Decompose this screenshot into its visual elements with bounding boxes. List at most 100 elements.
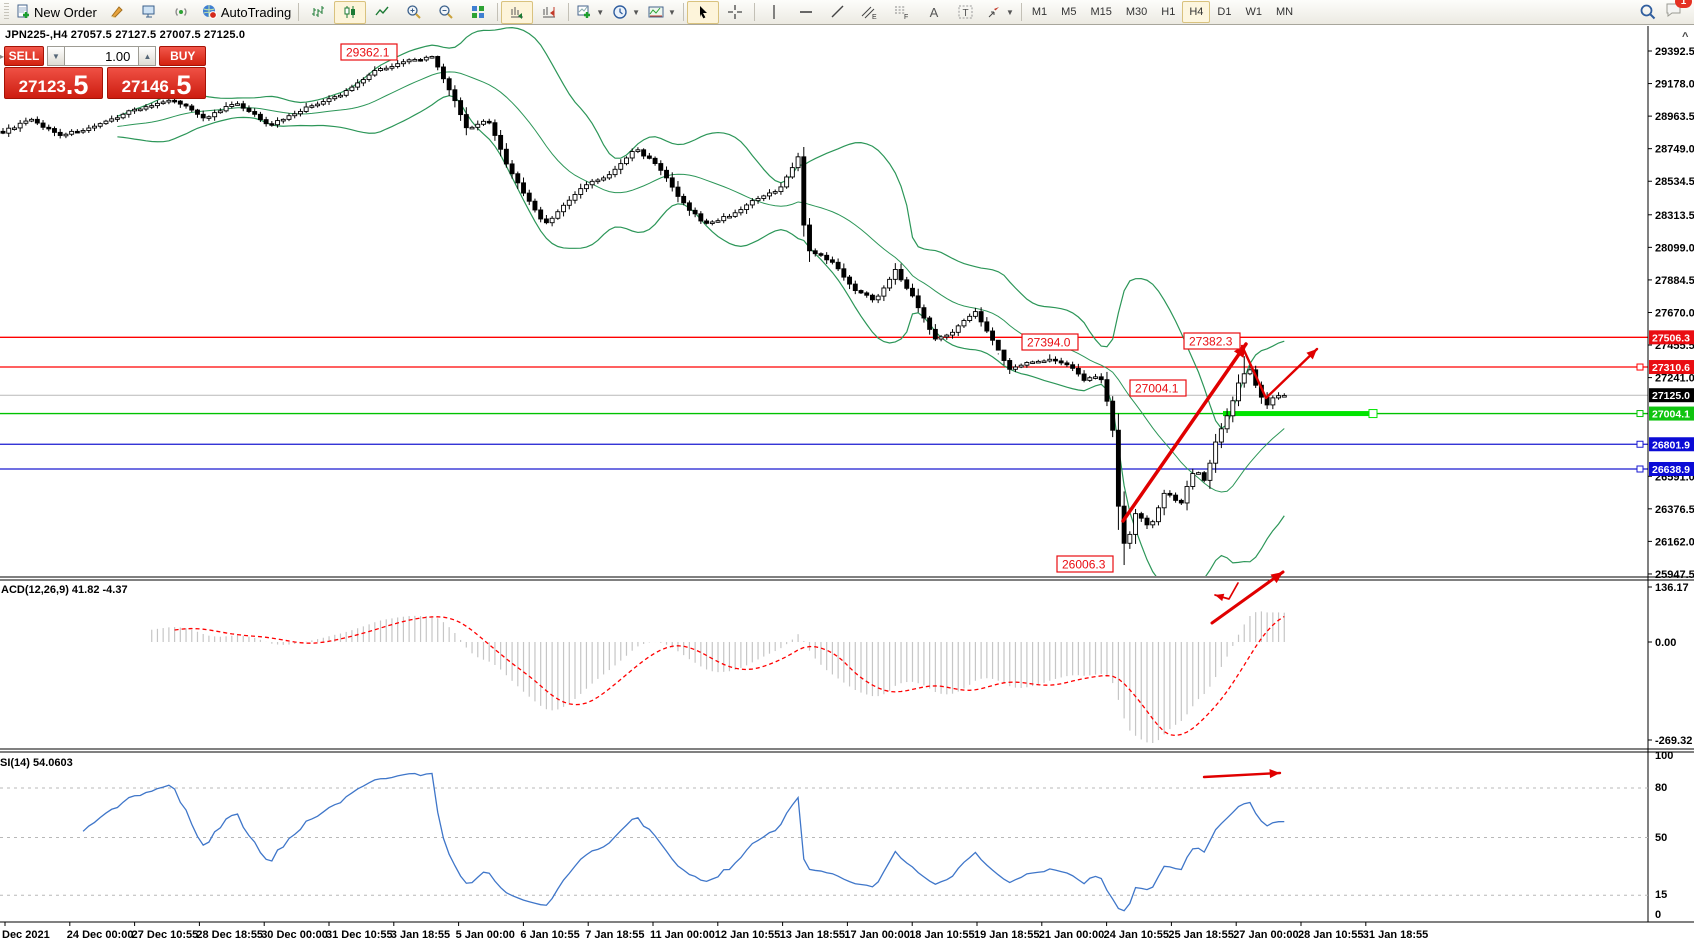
crosshair-icon — [727, 4, 743, 20]
text-label-icon: T — [957, 4, 974, 20]
price-axis[interactable]: 29392.5 29178.0 28963.5 28749.0 28534.5 28313… — [1647, 26, 1694, 922]
buy-price[interactable]: 27146.5 — [107, 67, 206, 99]
price-axis-label: 28963.5 — [1655, 111, 1694, 123]
timeframe-m1[interactable]: M1 — [1031, 6, 1048, 18]
zoom-in-button[interactable] — [398, 1, 430, 24]
auto-scroll-button[interactable] — [501, 0, 534, 24]
rsi-scale-label: 15 — [1655, 889, 1667, 901]
trendline-button[interactable] — [822, 1, 854, 24]
text-button[interactable]: A — [918, 1, 950, 24]
time-axis-label: 12 Jan 10:55 — [715, 929, 780, 941]
price-badge: 27125.0 — [1652, 390, 1690, 402]
price-annotations[interactable]: 29362.1 27394.0 27382.3 27004.1 26006.3 — [340, 43, 1241, 573]
volume-input[interactable]: 1.00 — [65, 46, 139, 66]
toolbar-grip[interactable] — [4, 3, 9, 21]
new-chart-button[interactable]: ▼ — [572, 1, 608, 24]
price-axis-label: 27884.5 — [1655, 275, 1694, 287]
line-chart-button[interactable] — [366, 1, 398, 24]
time-axis-label: 31 Dec 10:55 — [326, 929, 393, 941]
zoom-in-icon — [406, 4, 422, 20]
text-label-button[interactable]: T — [950, 1, 982, 24]
arrows-button[interactable]: ▼ — [982, 1, 1018, 24]
vertical-line-button[interactable] — [758, 1, 790, 24]
buy-price-main: 27146 — [121, 77, 169, 97]
timeframe-mn[interactable]: MN — [1275, 6, 1294, 18]
price-axis-label: 29392.5 — [1655, 46, 1694, 58]
timeframe-m5[interactable]: M5 — [1061, 6, 1077, 18]
horizontal-line-icon — [798, 4, 814, 20]
timeframe-h1[interactable]: H1 — [1161, 6, 1176, 18]
autotrading-label: AutoTrading — [220, 4, 292, 20]
separator — [682, 3, 684, 21]
autotrading-button[interactable]: AutoTrading — [197, 1, 295, 24]
rsi-levels — [0, 787, 1648, 896]
text-icon: A — [929, 4, 939, 20]
arrows-icon — [986, 4, 1002, 20]
fibonacci-button[interactable]: F — [886, 1, 918, 24]
timeframe-h4[interactable]: H4 — [1182, 1, 1211, 23]
styler-button[interactable] — [101, 1, 133, 24]
support-highlight-segment[interactable] — [1223, 409, 1378, 419]
sell-price-frac: .5 — [65, 70, 89, 101]
annotation-label: 27004.1 — [1135, 382, 1179, 396]
cursor-button[interactable] — [686, 0, 719, 24]
timeframe-m15[interactable]: M15 — [1090, 6, 1112, 18]
volume-down-button[interactable]: ▼ — [46, 46, 65, 66]
timeframe-d1[interactable]: D1 — [1217, 6, 1232, 18]
scroll-up-arrow: ^ — [1682, 31, 1689, 43]
bollinger-bands — [117, 27, 1285, 576]
svg-text:F: F — [904, 14, 908, 20]
tile-windows-button[interactable] — [462, 1, 494, 24]
profiles-button[interactable]: ▼ — [608, 1, 644, 24]
bar-chart-button[interactable] — [302, 1, 334, 24]
chart-shift-button[interactable] — [533, 1, 565, 24]
separator — [753, 3, 755, 21]
fibonacci-icon: F — [893, 4, 910, 20]
horizontal-line-button[interactable] — [790, 1, 822, 24]
signals-button[interactable] — [165, 1, 197, 24]
chat-button[interactable]: 1 — [1665, 0, 1692, 23]
svg-text:E: E — [872, 14, 877, 20]
template-button[interactable]: ▼ — [644, 1, 680, 24]
time-axis-label: 27 Jan 00:00 — [1233, 929, 1298, 941]
price-axis-label: 28313.5 — [1655, 210, 1694, 222]
candlestick-chart-button[interactable] — [334, 0, 367, 24]
sell-price[interactable]: 27123.5 — [4, 67, 103, 99]
time-axis-label: 28 Jan 10:55 — [1298, 929, 1363, 941]
buy-button[interactable]: BUY — [159, 46, 207, 66]
rsi-line — [82, 772, 1285, 912]
time-axis-label: 24 Jan 10:55 — [1104, 929, 1169, 941]
timeframe-w1[interactable]: W1 — [1245, 6, 1262, 18]
search-icon[interactable] — [1639, 3, 1657, 21]
terminal-button[interactable] — [133, 1, 165, 24]
timeframe-m30[interactable]: M30 — [1125, 6, 1148, 18]
channel-button[interactable]: E — [854, 1, 886, 24]
time-axis-label: 13 Jan 18:55 — [780, 929, 845, 941]
time-axis-label: 21 Jan 00:00 — [1039, 929, 1104, 941]
buy-price-frac: .5 — [168, 70, 192, 101]
panel-splitters[interactable] — [0, 576, 1694, 923]
time-axis-label: 18 Jan 10:55 — [909, 929, 974, 941]
new-order-icon — [15, 4, 31, 20]
zoom-out-button[interactable] — [430, 1, 462, 24]
sell-button[interactable]: SELL — [4, 46, 44, 66]
horizontal-level-lines[interactable] — [0, 336, 1648, 473]
separator — [1020, 3, 1022, 21]
trend-arrows[interactable] — [1121, 342, 1319, 779]
symbol-info: JPN225-,H4 27057.5 27127.5 27007.5 27125… — [5, 29, 246, 41]
price-axis-label: 28749.0 — [1655, 144, 1694, 156]
macd-indicator-label: ACD(12,26,9) 41.82 -4.37 — [1, 584, 128, 596]
autotrading-icon — [201, 4, 218, 20]
annotation-label: 26006.3 — [1062, 558, 1106, 572]
svg-text:T: T — [963, 8, 969, 19]
time-axis-label: 11 Jan 00:00 — [650, 929, 715, 941]
price-axis-label: 27670.0 — [1655, 307, 1694, 319]
rsi-scale-label: 80 — [1655, 782, 1667, 794]
rsi-scale-label: 50 — [1655, 832, 1667, 844]
panel-collapse-icon[interactable]: ▸ — [0, 52, 5, 61]
volume-up-button[interactable]: ▲ — [138, 46, 157, 66]
crosshair-button[interactable] — [719, 1, 751, 24]
new-order-button[interactable]: New Order — [11, 1, 101, 24]
